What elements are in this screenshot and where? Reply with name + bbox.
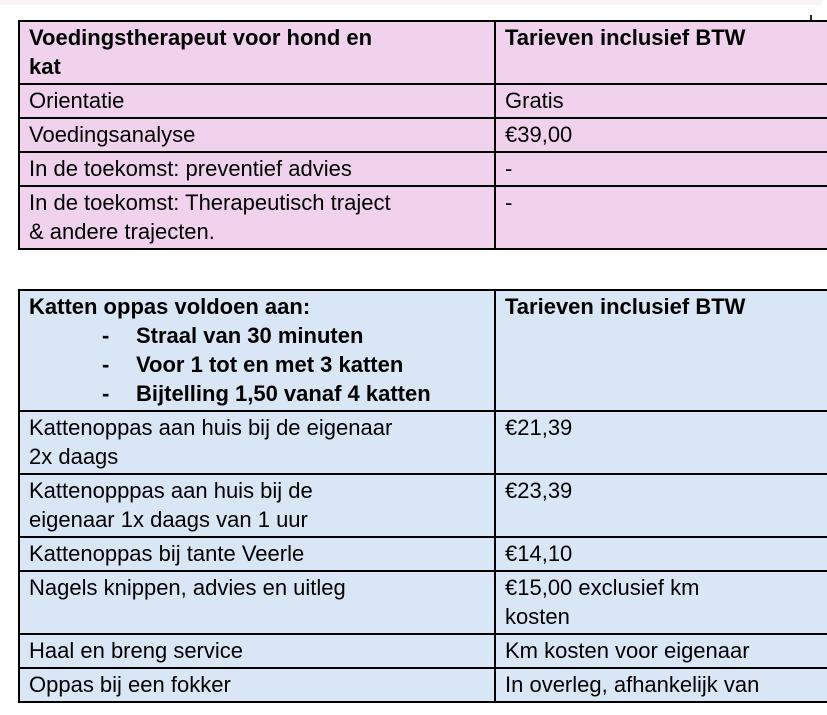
- service-cell: Oppas bij een fokker: [18, 667, 496, 703]
- table-row: Orientatie Gratis: [18, 83, 827, 119]
- price-cell: €15,00 exclusief km kosten: [494, 570, 827, 635]
- price-cell: €21,39: [494, 410, 827, 475]
- table-row: Oppas bij een fokker In overleg, afhanke…: [18, 667, 827, 703]
- service-cell: Voedingsanalyse: [18, 117, 496, 153]
- service-cell: Orientatie: [18, 83, 496, 119]
- service-cell: In de toekomst: preventief advies: [18, 151, 496, 187]
- service-cell: Kattenoppas bij tante Veerle: [18, 536, 496, 572]
- table-row: Kattenopppas aan huis bij de eigenaar 1x…: [18, 473, 827, 538]
- list-item-label: Voor 1 tot en met 3 katten: [136, 352, 404, 377]
- table-header-row: Voedingstherapeut voor hond en kat Tarie…: [18, 20, 827, 85]
- list-item: - Straal van 30 minuten: [102, 321, 485, 350]
- table-row: Kattenoppas bij tante Veerle €14,10: [18, 536, 827, 572]
- service-cell: Kattenopppas aan huis bij de eigenaar 1x…: [18, 473, 496, 538]
- service-cell: Kattenoppas aan huis bij de eigenaar 2x …: [18, 410, 496, 475]
- dash-bullet: -: [102, 352, 110, 377]
- katten-oppas-table: Katten oppas voldoen aan: - Straal van 30 …: [18, 289, 827, 703]
- service-cell: Nagels knippen, advies en uitleg: [18, 570, 496, 635]
- cursor-artifact: [810, 15, 812, 22]
- list-item: - Bijtelling 1,50 vanaf 4 katten: [102, 379, 485, 408]
- table1-header-service: Voedingstherapeut voor hond en kat: [18, 20, 496, 85]
- list-item-label: Straal van 30 minuten: [136, 323, 364, 348]
- price-cell: €23,39: [494, 473, 827, 538]
- list-item-label: Bijtelling 1,50 vanaf 4 katten: [136, 381, 431, 406]
- table-row: Voedingsanalyse €39,00: [18, 117, 827, 153]
- table2-header-price: Tarieven inclusief BTW: [494, 289, 827, 412]
- top-edge-artifact: [0, 0, 822, 5]
- table-row: In de toekomst: preventief advies -: [18, 151, 827, 187]
- table-row: Kattenoppas aan huis bij de eigenaar 2x …: [18, 410, 827, 475]
- price-cell: Km kosten voor eigenaar: [494, 633, 827, 669]
- price-cell: Gratis: [494, 83, 827, 119]
- price-cell: €39,00: [494, 117, 827, 153]
- service-cell: Haal en breng service: [18, 633, 496, 669]
- table2-header-service: Katten oppas voldoen aan: - Straal van 30 …: [18, 289, 496, 412]
- table-row: In de toekomst: Therapeutisch traject & …: [18, 185, 827, 250]
- list-item: - Voor 1 tot en met 3 katten: [102, 350, 485, 379]
- table-row: Haal en breng service Km kosten voor eig…: [18, 633, 827, 669]
- price-cell: -: [494, 151, 827, 187]
- voedingstherapeut-table: Voedingstherapeut voor hond en kat Tarie…: [18, 20, 827, 250]
- price-cell: In overleg, afhankelijk van: [494, 667, 827, 703]
- service-cell: In de toekomst: Therapeutisch traject & …: [18, 185, 496, 250]
- table-row: Nagels knippen, advies en uitleg €15,00 …: [18, 570, 827, 635]
- price-cell: -: [494, 185, 827, 250]
- table-header-row: Katten oppas voldoen aan: - Straal van 30 …: [18, 289, 827, 412]
- table1-header-price: Tarieven inclusief BTW: [494, 20, 827, 85]
- table2-header-title: Katten oppas voldoen aan:: [29, 294, 311, 319]
- dash-bullet: -: [102, 323, 110, 348]
- price-cell: €14,10: [494, 536, 827, 572]
- dash-bullet: -: [102, 381, 110, 406]
